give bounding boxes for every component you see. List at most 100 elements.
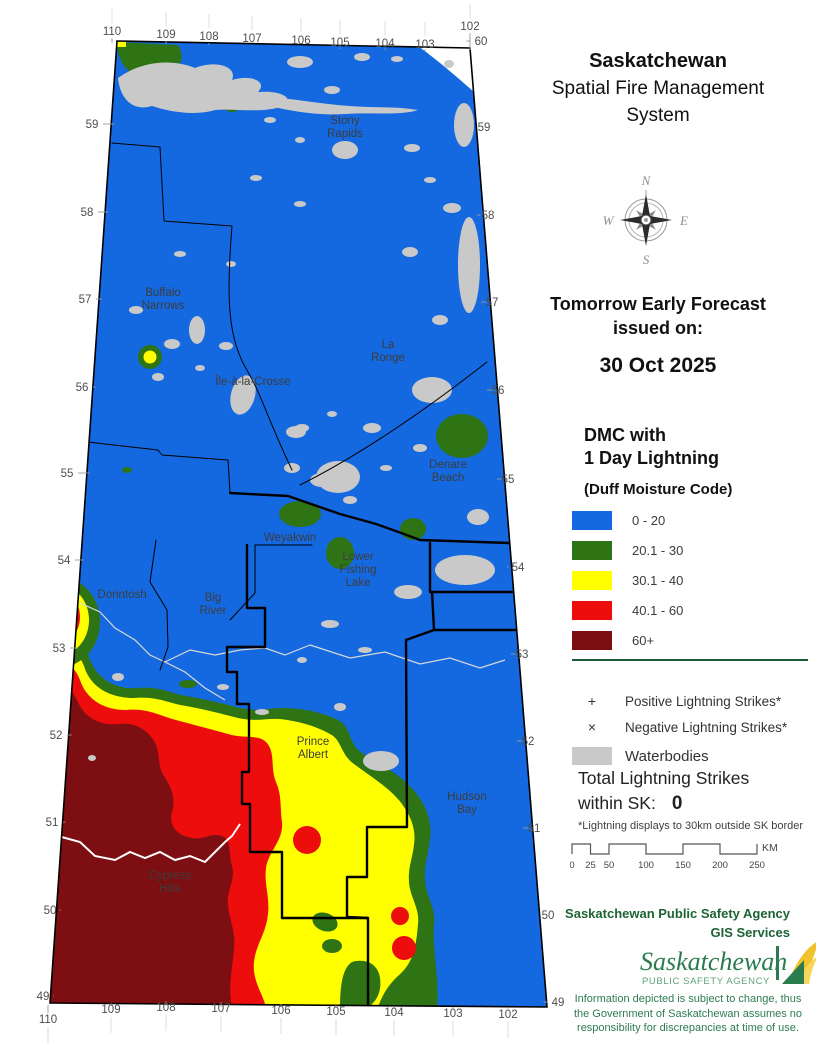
lat-label: 50 — [542, 910, 555, 922]
disclaimer-line3: responsibility for discrepancies at time… — [577, 1022, 799, 1034]
place-label-weyakwin: Weyakwin — [264, 532, 316, 544]
compass-rose: N E S W — [603, 173, 688, 267]
waterbodies-row: Waterbodies — [572, 743, 787, 769]
svg-text:250: 250 — [749, 860, 765, 871]
lon-label: 109 — [101, 1004, 120, 1016]
positive-strikes-row: + Positive Lightning Strikes* — [572, 688, 787, 714]
lon-label: 102 — [498, 1009, 517, 1021]
legend-swatch — [572, 570, 612, 590]
rivers-layer — [57, 602, 506, 864]
lon-label: 105 — [326, 1006, 345, 1018]
lat-label: 59 — [478, 122, 491, 134]
lat-label: 52 — [522, 736, 535, 748]
lightning-footnote: *Lightning displays to 30km outside SK b… — [578, 820, 804, 832]
compass-w: W — [603, 213, 615, 228]
disclaimer-line1: Information depicted is subject to chang… — [574, 993, 802, 1005]
agency-line1: Saskatchewan Public Safety Agency — [565, 906, 790, 921]
lat-label: 53 — [516, 649, 529, 661]
place-label-cypress-hills: Cypress — [149, 870, 191, 882]
lat-label: 57 — [486, 297, 499, 309]
lon-label: 103 — [415, 39, 434, 51]
dmc-red-hotspots — [293, 826, 416, 960]
forecast-block: Tomorrow Early Forecast issued on: 30 Oc… — [500, 292, 816, 378]
legend-swatch — [572, 630, 612, 650]
lat-label: 54 — [512, 562, 525, 574]
lat-label: 56 — [76, 382, 89, 394]
legend-swatch — [572, 510, 612, 530]
dmc-green-patches-south — [70, 529, 381, 1007]
lat-label: 59 — [86, 119, 99, 131]
waterbodies-layer — [88, 53, 495, 771]
place-label-denare-beach: Beach — [432, 472, 465, 484]
lon-label: 103 — [443, 1008, 462, 1020]
saskatchewan-map: 59 58 57 56 55 54 53 52 51 50 49 60 59 58 57 56 55 54 53 52… — [37, 4, 564, 1043]
place-label-prince-albert: Prince — [297, 736, 330, 748]
total-strikes-block: Total Lightning Strikes within SK: 0 — [578, 766, 749, 816]
legend-subtitle: (Duff Moisture Code) — [584, 481, 733, 498]
lon-label: 108 — [156, 1002, 175, 1014]
place-label-stony-rapids: Stony — [330, 115, 360, 127]
compass-e: E — [679, 213, 688, 228]
forecast-date: 30 Oct 2025 — [599, 354, 717, 377]
lat-label: 55 — [61, 468, 74, 480]
waterbodies-label: Waterbodies — [625, 747, 709, 765]
page-title: Saskatchewan Spatial Fire Management Sys… — [500, 48, 816, 129]
lightning-legend: + Positive Lightning Strikes* × Negative… — [572, 688, 787, 769]
legend-swatch — [572, 540, 612, 560]
place-label-hudson-bay: Hudson — [447, 791, 487, 803]
place-label-buffalo-narrows: Buffalo — [145, 287, 181, 299]
svg-text:0: 0 — [570, 860, 575, 871]
title-line2: Spatial Fire Management — [551, 78, 765, 99]
legend-title: DMC with 1 Day Lightning — [584, 424, 719, 470]
place-label-lower-fishing-lake: Lower — [342, 551, 373, 563]
compass-s: S — [643, 252, 650, 267]
disclaimer: Information depicted is subject to chang… — [560, 992, 816, 1036]
scale-bar: 0 25 50 100 150 200 250 KM — [570, 842, 778, 871]
legend-divider — [572, 659, 808, 661]
legend-label: 60+ — [632, 632, 655, 648]
ne-corner-fleck — [444, 60, 454, 68]
lat-label: 50 — [44, 905, 57, 917]
legend-title-line2: 1 Day Lightning — [584, 448, 719, 468]
lon-label: 109 — [156, 29, 175, 41]
place-label-hudson-bay: Bay — [457, 804, 477, 816]
svg-text:50: 50 — [604, 860, 615, 871]
zone-boundaries — [87, 142, 517, 1007]
disclaimer-line2: the Government of Saskatchewan assumes n… — [573, 1007, 803, 1020]
total-strikes-line1: Total Lightning Strikes — [578, 768, 750, 788]
nw-corner-yellow — [117, 41, 126, 47]
place-label-cypress-hills: Hills — [159, 883, 181, 895]
positive-strikes-label: Positive Lightning Strikes* — [625, 693, 782, 709]
legend-row: 0 - 20 — [572, 505, 683, 535]
lat-label: 51 — [528, 823, 541, 835]
logo-wordmark: Saskatchewan — [640, 947, 787, 976]
legend-label: 40.1 - 60 — [632, 602, 684, 618]
compass-n: N — [641, 173, 652, 188]
lon-label: 107 — [211, 1003, 230, 1015]
scale-unit: KM — [762, 842, 778, 854]
lon-label: 104 — [384, 1007, 404, 1019]
agency-line2: GIS Services — [710, 925, 791, 940]
total-strikes-line2: within SK: 0 — [578, 791, 749, 816]
cypress-river — [57, 823, 241, 864]
lat-label: 55 — [502, 474, 515, 486]
legend-row: 60+ — [572, 625, 683, 655]
lon-label: 106 — [271, 1005, 290, 1017]
agency-credit: Saskatchewan Public Safety Agency GIS Se… — [500, 904, 790, 942]
legend-rows: 0 - 20 20.1 - 30 30.1 - 40 40.1 - 60 60+ — [572, 505, 683, 655]
title-line3: System — [626, 105, 690, 126]
place-label-la-ronge: La — [382, 339, 395, 351]
title-line1: Saskatchewan — [589, 50, 727, 72]
legend-row: 20.1 - 30 — [572, 535, 683, 565]
total-strikes-prefix: within SK: — [578, 793, 656, 813]
place-label-buffalo-narrows: Narrows — [142, 300, 185, 312]
lat-label: 49 — [37, 991, 50, 1003]
lon-label: 105 — [330, 37, 349, 49]
lat-label: 54 — [58, 555, 71, 567]
place-label-denare-beach: Denare — [429, 459, 467, 471]
agency-logo: Saskatchewan PUBLIC SAFETY AGENCY — [640, 942, 816, 987]
total-strikes-value: 0 — [671, 793, 683, 814]
place-label-big-river: Big — [205, 592, 222, 604]
